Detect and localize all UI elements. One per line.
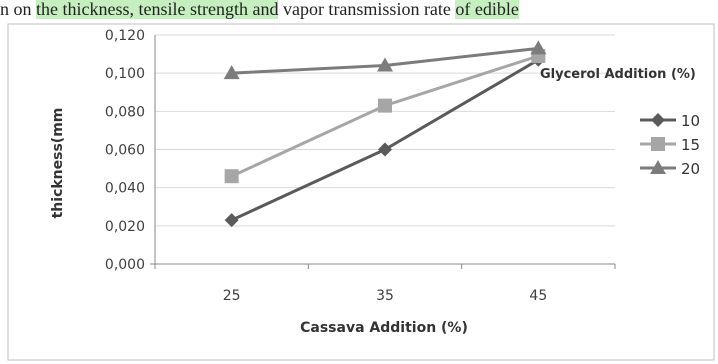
data-point-10	[224, 213, 239, 228]
legend-marker-10	[651, 113, 665, 127]
data-point-15	[378, 98, 392, 113]
legend-marker-20	[650, 160, 666, 174]
legend-label: 20	[681, 160, 700, 178]
axes	[150, 35, 616, 269]
chart-border	[7, 23, 715, 361]
caption-fragment: vapor transmission rate	[278, 0, 456, 19]
y-axis-label: thickness(mm	[50, 108, 66, 219]
y-tick-labels: 0,000 0,020 0,040 0,060 0,080 0,100 0,120	[105, 28, 145, 273]
caption-fragment: of edible	[455, 0, 519, 19]
legend-items: 10 15 20	[640, 112, 700, 178]
y-tick-label: 0,080	[105, 104, 145, 120]
series-line-15	[231, 54, 539, 178]
x-tick-label: 25	[223, 288, 241, 304]
y-tick-label: 0,040	[105, 181, 145, 197]
caption-text: n on the thickness, tensile strength and…	[0, 0, 519, 20]
caption-strip: n on the thickness, tensile strength and…	[0, 0, 718, 22]
series-line-10	[231, 58, 540, 222]
caption-fragment: the thickness, tensile strength and	[36, 0, 279, 19]
legend: Glycerol Addition (%) 10 15 20	[540, 67, 700, 178]
series-group	[223, 40, 547, 228]
data-point-10	[378, 142, 392, 157]
x-axis-label: Cassava Addition (%)	[300, 320, 468, 336]
data-point-20	[377, 57, 393, 72]
data-point-15	[224, 169, 239, 184]
x-tick-label: 45	[529, 288, 547, 304]
y-tick-label: 0,120	[105, 28, 145, 44]
y-tick-label: 0,100	[105, 66, 145, 82]
data-point-20	[530, 40, 547, 55]
legend-marker-15	[651, 137, 665, 151]
data-point-20	[223, 65, 240, 80]
legend-item-10: 10	[640, 112, 700, 130]
y-tick-label: 0,000	[105, 257, 145, 273]
legend-title: Glycerol Addition (%)	[540, 67, 696, 82]
x-tick-label: 35	[376, 288, 394, 304]
legend-item-15: 15	[640, 136, 700, 154]
caption-fragment: n on	[0, 0, 36, 19]
legend-item-20: 20	[640, 160, 700, 178]
y-tick-label: 0,020	[105, 219, 145, 235]
y-tick-label: 0,060	[105, 143, 145, 159]
legend-label: 10	[681, 112, 700, 130]
x-tick-labels: 25 35 45	[223, 288, 547, 304]
legend-label: 15	[681, 136, 700, 154]
